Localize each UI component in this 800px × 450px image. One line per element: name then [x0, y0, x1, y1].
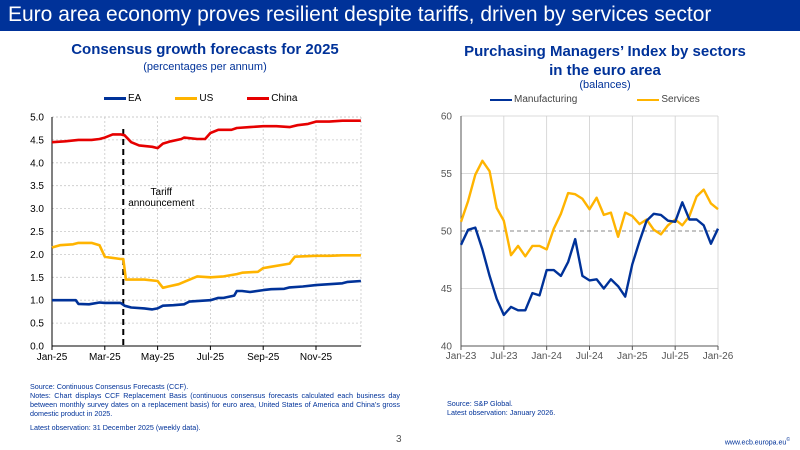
annotation-label-line2: announcement — [128, 198, 194, 209]
copyright-mark: © — [786, 437, 790, 443]
legend-label-us: US — [199, 93, 214, 104]
y-tick-label: 55 — [441, 169, 453, 180]
left-chart: 0.0 0.5 1.0 1.5 2.0 2.5 3.0 3.5 4.0 4.5 5.0 Jan-25 M… — [30, 113, 362, 363]
legend-swatch-services — [637, 98, 660, 101]
x-tick-label: Jan-25 — [37, 352, 68, 363]
website-link[interactable]: www.ecb.europa.eu© — [725, 437, 790, 446]
legend-swatch-china — [247, 97, 270, 100]
page-number: 3 — [396, 434, 402, 445]
right-chart-title-line1: Purchasing Managers’ Index by sectors — [464, 43, 746, 60]
y-tick-label: 45 — [441, 284, 453, 295]
right-source: Source: S&P Global. — [447, 399, 513, 408]
x-tick-label: Sep-25 — [247, 352, 280, 363]
left-legend: EA US China — [104, 93, 297, 104]
left-notes: Notes: Chart displays CCF Replacement Ba… — [30, 391, 400, 418]
annotation-label-line1: Tariff — [151, 187, 173, 198]
x-tick-label: Jul-25 — [197, 352, 225, 363]
right-chart-title-line2: in the euro area — [549, 62, 661, 79]
y-tick-label: 2.0 — [30, 250, 44, 261]
legend-swatch-us — [175, 97, 198, 100]
x-tick-label: May-25 — [141, 352, 175, 363]
x-tick-label: Jul-24 — [576, 351, 604, 362]
left-chart-subtitle: (percentages per annum) — [143, 61, 267, 73]
x-tick-label: Jan-25 — [617, 351, 648, 362]
y-tick-label: 1.5 — [30, 273, 44, 284]
right-latest: Latest observation: January 2026. — [447, 408, 556, 417]
legend-item-us: US — [175, 93, 213, 104]
x-tick-label: Jan-24 — [531, 351, 562, 362]
y-tick-label: 4.5 — [30, 135, 44, 146]
legend-item-china: China — [247, 93, 297, 104]
y-tick-label: 5.0 — [30, 113, 44, 124]
y-tick-label: 1.0 — [30, 296, 44, 307]
y-tick-label: 4.0 — [30, 158, 44, 169]
y-tick-label: 0.0 — [30, 342, 44, 353]
left-source: Source: Continuous Consensus Forecasts (… — [30, 382, 189, 391]
right-chart-subtitle: (balances) — [579, 79, 631, 91]
legend-item-manufacturing: Manufacturing — [490, 94, 577, 105]
right-chart-title: Purchasing Managers’ Index by sectors in… — [420, 42, 790, 80]
series-line-china — [51, 119, 361, 150]
left-latest: Latest observation: 31 December 2025 (we… — [30, 423, 201, 432]
legend-swatch-manufacturing — [490, 98, 512, 101]
x-tick-label: Nov-25 — [300, 352, 333, 363]
y-tick-label: 3.0 — [30, 204, 44, 215]
series-line-us — [51, 241, 361, 290]
legend-swatch-ea — [104, 97, 126, 100]
legend-label-services: Services — [661, 94, 700, 105]
x-tick-label: Jul-25 — [662, 351, 690, 362]
series-line-ea — [52, 279, 361, 311]
y-tick-label: 2.5 — [30, 227, 44, 238]
y-tick-label: 50 — [441, 227, 453, 238]
x-tick-label: Jan-26 — [703, 351, 734, 362]
legend-item-ea: EA — [104, 93, 141, 104]
title-banner: Euro area economy proves resilient despi… — [0, 0, 800, 31]
x-tick-label: Mar-25 — [89, 352, 121, 363]
x-tick-label: Jan-23 — [446, 351, 477, 362]
series-line-manufacturing — [459, 201, 720, 317]
legend-label-china: China — [271, 93, 298, 104]
legend-label-manufacturing: Manufacturing — [514, 94, 578, 105]
slide-title: Euro area economy proves resilient despi… — [8, 3, 712, 26]
website-text: www.ecb.europa.eu — [724, 439, 787, 447]
y-tick-label: 3.5 — [30, 181, 44, 192]
y-tick-label: 40 — [441, 342, 453, 353]
right-chart: 40 45 50 55 60 Jan-23 Jul-23 Jan-24 Jul-24 Jan-25… — [441, 112, 734, 363]
y-tick-label: 0.5 — [30, 319, 44, 330]
legend-item-services: Services — [637, 94, 700, 105]
right-legend: Manufacturing Services — [490, 94, 700, 105]
x-tick-label: Jul-23 — [490, 351, 518, 362]
y-tick-label: 60 — [441, 112, 453, 123]
left-chart-title: Consensus growth forecasts for 2025 — [71, 41, 339, 58]
legend-label-ea: EA — [128, 93, 142, 104]
